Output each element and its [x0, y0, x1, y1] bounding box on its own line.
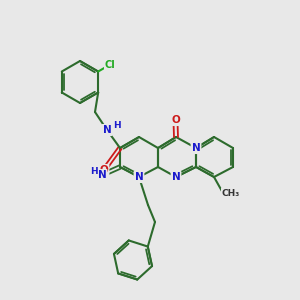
- Text: N: N: [192, 143, 200, 153]
- Text: CH₃: CH₃: [222, 188, 240, 197]
- Text: N: N: [135, 172, 143, 182]
- Text: O: O: [100, 165, 108, 175]
- Text: Cl: Cl: [105, 59, 116, 70]
- Text: N: N: [103, 125, 111, 135]
- Text: N: N: [98, 170, 106, 180]
- Text: O: O: [171, 115, 180, 125]
- Text: H: H: [90, 167, 98, 176]
- Text: N: N: [172, 172, 180, 182]
- Text: H: H: [113, 121, 121, 130]
